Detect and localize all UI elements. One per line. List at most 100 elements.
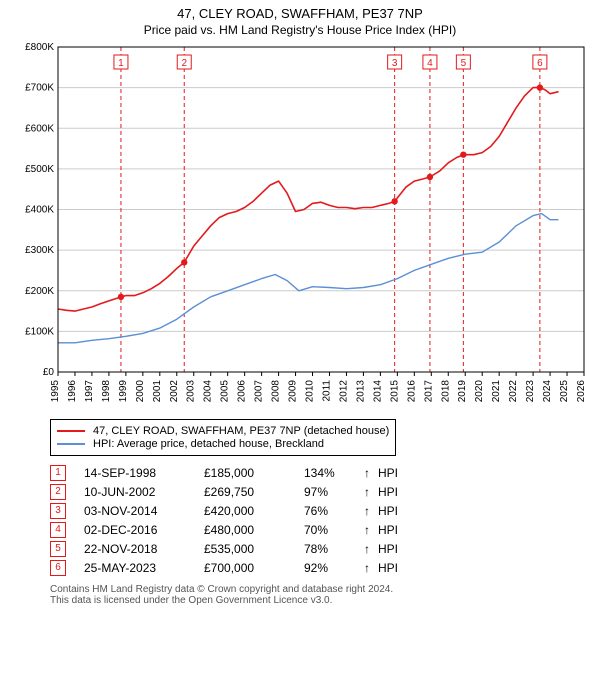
- legend-label: HPI: Average price, detached house, Brec…: [93, 438, 324, 450]
- svg-text:£0: £0: [43, 367, 55, 378]
- legend-box: 47, CLEY ROAD, SWAFFHAM, PE37 7NP (detac…: [50, 419, 396, 456]
- footer-line: Contains HM Land Registry data © Crown c…: [50, 584, 600, 595]
- transaction-date: 25-MAY-2023: [84, 561, 204, 575]
- transaction-badge: 4: [50, 522, 66, 538]
- arrow-up-icon: ↑: [364, 523, 378, 537]
- svg-text:2019: 2019: [457, 380, 468, 403]
- svg-text:2014: 2014: [372, 380, 383, 403]
- transaction-badge: 1: [50, 465, 66, 481]
- transaction-row: 1 14-SEP-1998£185,000134%↑HPI: [50, 465, 600, 481]
- svg-text:2011: 2011: [321, 380, 332, 402]
- svg-text:2003: 2003: [186, 380, 197, 403]
- svg-text:6: 6: [537, 58, 543, 69]
- svg-text:2002: 2002: [169, 380, 180, 403]
- svg-text:1996: 1996: [67, 380, 78, 403]
- svg-text:2008: 2008: [271, 380, 282, 403]
- chart-area: £0 £100K £200K £300K £400K £500K £600K £700K £80…: [10, 41, 590, 411]
- transaction-price: £535,000: [204, 542, 304, 556]
- svg-text:5: 5: [461, 58, 467, 69]
- transaction-hpi: HPI: [378, 485, 398, 499]
- line-chart: £0 £100K £200K £300K £400K £500K £600K £700K £80…: [10, 41, 590, 411]
- arrow-up-icon: ↑: [364, 542, 378, 556]
- svg-text:2015: 2015: [389, 380, 400, 403]
- transaction-pct: 70%: [304, 523, 364, 537]
- svg-text:1997: 1997: [84, 380, 95, 403]
- transaction-date: 14-SEP-1998: [84, 466, 204, 480]
- arrow-up-icon: ↑: [364, 485, 378, 499]
- svg-text:1998: 1998: [101, 380, 112, 403]
- transaction-price: £420,000: [204, 504, 304, 518]
- transaction-price: £480,000: [204, 523, 304, 537]
- svg-text:£400K: £400K: [25, 205, 54, 216]
- arrow-up-icon: ↑: [364, 561, 378, 575]
- svg-text:£800K: £800K: [25, 42, 54, 53]
- transaction-row: 522-NOV-2018£535,00078%↑HPI: [50, 541, 600, 557]
- svg-text:2005: 2005: [220, 380, 231, 403]
- svg-text:£100K: £100K: [25, 326, 54, 337]
- transaction-date: 22-NOV-2018: [84, 542, 204, 556]
- svg-text:2009: 2009: [288, 380, 299, 403]
- svg-text:£700K: £700K: [25, 83, 54, 94]
- svg-text:2021: 2021: [491, 380, 502, 403]
- page-title: 47, CLEY ROAD, SWAFFHAM, PE37 7NP: [0, 6, 600, 21]
- transaction-badge: 5: [50, 541, 66, 557]
- page-root: 47, CLEY ROAD, SWAFFHAM, PE37 7NP Price …: [0, 6, 600, 686]
- transaction-pct: 97%: [304, 485, 364, 499]
- svg-text:2: 2: [181, 58, 187, 69]
- arrow-up-icon: ↑: [364, 504, 378, 518]
- legend-swatch: [57, 443, 85, 445]
- transaction-row: 3 03-NOV-2014£420,00076%↑HPI: [50, 503, 600, 519]
- svg-text:2018: 2018: [440, 380, 451, 403]
- legend-swatch: [57, 430, 85, 432]
- transaction-date: 02-DEC-2016: [84, 523, 204, 537]
- transaction-price: £700,000: [204, 561, 304, 575]
- transaction-price: £185,000: [204, 466, 304, 480]
- legend-item: HPI: Average price, detached house, Brec…: [57, 438, 389, 450]
- svg-text:2010: 2010: [305, 380, 316, 403]
- transaction-row: 4 02-DEC-2016£480,00070%↑HPI: [50, 522, 600, 538]
- transaction-date: 10-JUN-2002: [84, 485, 204, 499]
- svg-text:2006: 2006: [237, 380, 248, 403]
- svg-text:1999: 1999: [118, 380, 129, 403]
- svg-text:£200K: £200K: [25, 286, 54, 297]
- transaction-badge: 3: [50, 503, 66, 519]
- svg-text:2025: 2025: [559, 380, 570, 403]
- svg-text:1995: 1995: [50, 380, 61, 403]
- svg-text:2023: 2023: [525, 380, 536, 403]
- transaction-pct: 92%: [304, 561, 364, 575]
- transaction-badge: 6: [50, 560, 66, 576]
- svg-text:2000: 2000: [135, 380, 146, 403]
- svg-text:£600K: £600K: [25, 123, 54, 134]
- arrow-up-icon: ↑: [364, 466, 378, 480]
- svg-text:3: 3: [392, 58, 398, 69]
- svg-text:£500K: £500K: [25, 164, 54, 175]
- svg-text:2026: 2026: [576, 380, 587, 403]
- transaction-pct: 76%: [304, 504, 364, 518]
- svg-text:2012: 2012: [338, 380, 349, 403]
- svg-text:2007: 2007: [254, 380, 265, 403]
- attribution-footer: Contains HM Land Registry data © Crown c…: [50, 584, 600, 606]
- transaction-hpi: HPI: [378, 466, 398, 480]
- svg-text:2024: 2024: [542, 380, 553, 403]
- transaction-pct: 134%: [304, 466, 364, 480]
- svg-text:4: 4: [427, 58, 433, 69]
- svg-text:2020: 2020: [474, 380, 485, 403]
- transaction-hpi: HPI: [378, 504, 398, 518]
- legend-label: 47, CLEY ROAD, SWAFFHAM, PE37 7NP (detac…: [93, 425, 389, 437]
- transaction-row: 210-JUN-2002£269,75097%↑HPI: [50, 484, 600, 500]
- transactions-table: 114-SEP-1998£185,000134%↑HPI210-JUN-2002…: [50, 465, 600, 576]
- transaction-row: 6 25-MAY-2023£700,00092%↑HPI: [50, 560, 600, 576]
- page-subtitle: Price paid vs. HM Land Registry's House …: [0, 23, 600, 37]
- svg-text:2016: 2016: [406, 380, 417, 403]
- transaction-date: 03-NOV-2014: [84, 504, 204, 518]
- svg-text:2004: 2004: [203, 380, 214, 403]
- svg-text:2001: 2001: [152, 380, 163, 403]
- svg-text:£300K: £300K: [25, 245, 54, 256]
- transaction-hpi: HPI: [378, 523, 398, 537]
- transaction-badge: 2: [50, 484, 66, 500]
- svg-text:2017: 2017: [423, 380, 434, 403]
- footer-line: This data is licensed under the Open Gov…: [50, 595, 600, 606]
- svg-text:2022: 2022: [508, 380, 519, 403]
- transaction-hpi: HPI: [378, 561, 398, 575]
- svg-text:2013: 2013: [355, 380, 366, 403]
